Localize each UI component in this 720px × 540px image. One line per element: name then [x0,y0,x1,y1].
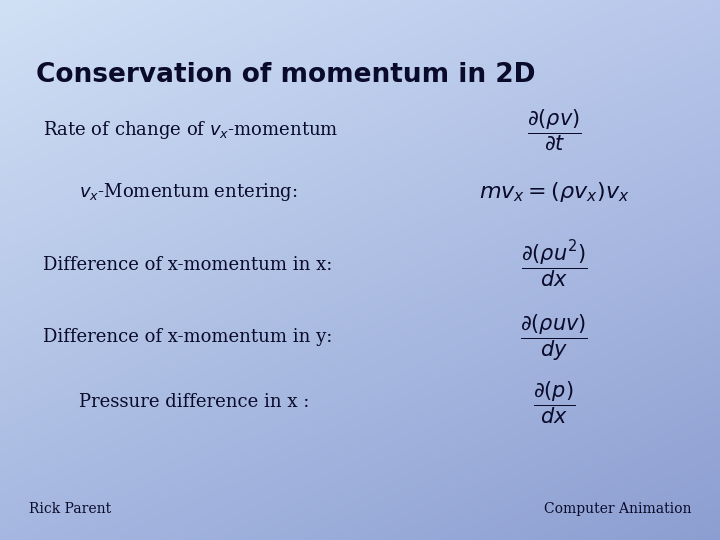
Text: $\dfrac{\partial(p)}{dx}$: $\dfrac{\partial(p)}{dx}$ [534,379,575,426]
Text: Pressure difference in x :: Pressure difference in x : [79,393,310,411]
Text: $\dfrac{\partial(\rho v)}{\partial t}$: $\dfrac{\partial(\rho v)}{\partial t}$ [527,107,582,152]
Text: Conservation of momentum in 2D: Conservation of momentum in 2D [36,62,536,88]
Text: Difference of x-momentum in x:: Difference of x-momentum in x: [43,255,333,274]
Text: $mv_x = (\rho v_x)v_x$: $mv_x = (\rho v_x)v_x$ [479,180,630,204]
Text: Difference of x-momentum in y:: Difference of x-momentum in y: [43,328,333,347]
Text: Rick Parent: Rick Parent [29,502,111,516]
Text: Rate of change of $v_x$-momentum: Rate of change of $v_x$-momentum [43,119,338,140]
Text: $\dfrac{\partial(\rho u^2)}{dx}$: $\dfrac{\partial(\rho u^2)}{dx}$ [521,239,588,291]
Text: $v_x$-Momentum entering:: $v_x$-Momentum entering: [79,181,298,202]
Text: Computer Animation: Computer Animation [544,502,691,516]
Text: $\dfrac{\partial(\rho uv)}{dy}$: $\dfrac{\partial(\rho uv)}{dy}$ [521,312,588,363]
